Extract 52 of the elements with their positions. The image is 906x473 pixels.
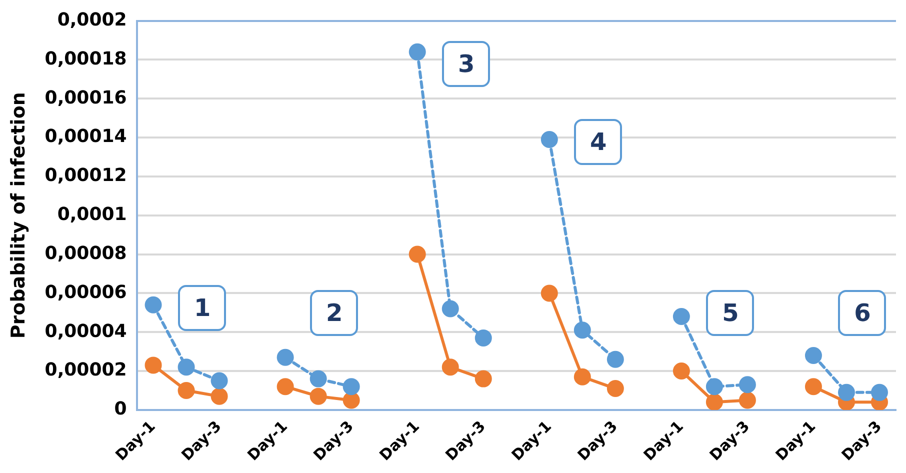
y-tick-label: 0 xyxy=(114,398,127,420)
point xyxy=(442,358,459,376)
annotation: 2 xyxy=(310,290,358,336)
y-tick-label: 0,00008 xyxy=(44,242,127,264)
y-tick-label: 0,00006 xyxy=(44,282,127,303)
point xyxy=(804,378,822,396)
point xyxy=(310,388,327,405)
point xyxy=(706,378,723,396)
point xyxy=(144,296,162,314)
point xyxy=(804,346,822,364)
y-axis-title: Probability of infection xyxy=(7,92,30,339)
point xyxy=(210,372,228,390)
point xyxy=(474,329,492,346)
annotation: 3 xyxy=(442,40,490,87)
y-tick-label: 0,0002 xyxy=(57,9,127,30)
point xyxy=(672,308,690,326)
point xyxy=(408,246,426,263)
point xyxy=(540,130,558,148)
point xyxy=(738,376,756,394)
annotation: 6 xyxy=(838,290,886,336)
point xyxy=(276,348,294,366)
point xyxy=(342,392,360,409)
point xyxy=(738,392,756,409)
y-tick-label: 0,0001 xyxy=(57,204,127,226)
point xyxy=(706,394,723,410)
point xyxy=(178,382,195,399)
point xyxy=(276,378,294,396)
point xyxy=(408,43,426,60)
point xyxy=(606,350,624,368)
y-tick-label: 0,00002 xyxy=(44,360,127,381)
point xyxy=(540,284,558,302)
point xyxy=(474,370,492,388)
point xyxy=(606,380,624,398)
point xyxy=(870,384,888,401)
y-tick-label: 0,00004 xyxy=(44,320,127,342)
point xyxy=(574,368,591,386)
y-tick-label: 0,00018 xyxy=(44,48,127,70)
point xyxy=(838,384,855,401)
point xyxy=(144,356,162,374)
y-tick-label: 0,00012 xyxy=(44,165,127,186)
y-tick-label: 0,00016 xyxy=(44,87,127,108)
point xyxy=(210,388,228,405)
annotation: 1 xyxy=(178,284,226,331)
annotation: 5 xyxy=(706,290,754,336)
y-tick-label: 0,00014 xyxy=(44,126,127,148)
point xyxy=(178,358,195,376)
point xyxy=(574,322,591,339)
point xyxy=(442,300,459,318)
point xyxy=(342,378,360,396)
annotation: 4 xyxy=(574,119,622,166)
point xyxy=(310,370,327,388)
point xyxy=(672,362,690,380)
